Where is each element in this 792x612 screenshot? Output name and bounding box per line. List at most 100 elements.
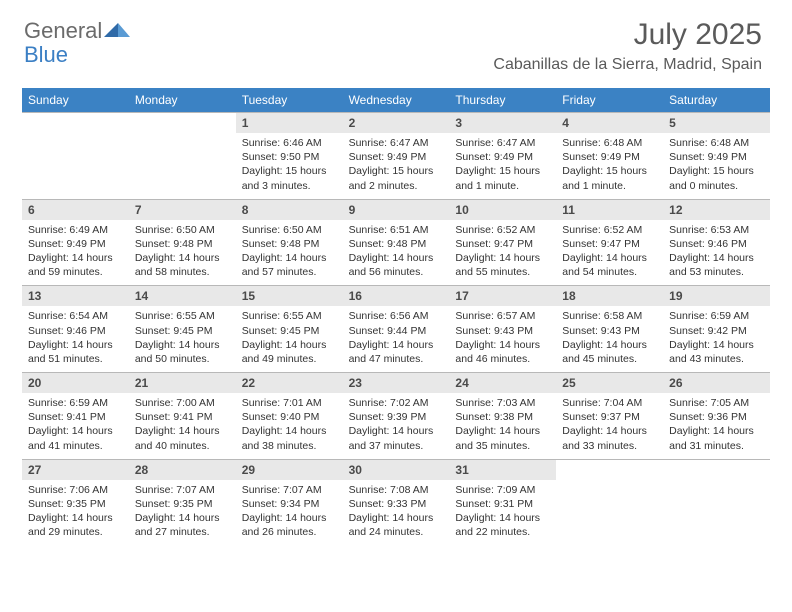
sunset-text: Sunset: 9:47 PM: [455, 237, 550, 251]
day-cell: 31Sunrise: 7:09 AMSunset: 9:31 PMDayligh…: [449, 459, 556, 546]
location: Cabanillas de la Sierra, Madrid, Spain: [493, 56, 762, 74]
daylight-text: Daylight: 14 hours and 22 minutes.: [455, 511, 550, 539]
day-number: 2: [343, 112, 450, 133]
sunset-text: Sunset: 9:49 PM: [455, 150, 550, 164]
day-body: Sunrise: 6:52 AMSunset: 9:47 PMDaylight:…: [556, 220, 663, 286]
sunset-text: Sunset: 9:43 PM: [562, 324, 657, 338]
sunrise-text: Sunrise: 6:48 AM: [562, 136, 657, 150]
day-number: 9: [343, 199, 450, 220]
day-cell: 23Sunrise: 7:02 AMSunset: 9:39 PMDayligh…: [343, 372, 450, 459]
day-cell: 4Sunrise: 6:48 AMSunset: 9:49 PMDaylight…: [556, 112, 663, 199]
sunrise-text: Sunrise: 7:03 AM: [455, 396, 550, 410]
sunrise-text: Sunrise: 6:47 AM: [455, 136, 550, 150]
day-number: [129, 112, 236, 133]
week-row: 27Sunrise: 7:06 AMSunset: 9:35 PMDayligh…: [22, 459, 770, 546]
weekday-sunday: Sunday: [22, 88, 129, 112]
day-body: Sunrise: 6:59 AMSunset: 9:41 PMDaylight:…: [22, 393, 129, 459]
sunrise-text: Sunrise: 6:59 AM: [669, 309, 764, 323]
sunrise-text: Sunrise: 6:47 AM: [349, 136, 444, 150]
sunrise-text: Sunrise: 6:52 AM: [455, 223, 550, 237]
day-cell: 28Sunrise: 7:07 AMSunset: 9:35 PMDayligh…: [129, 459, 236, 546]
day-number: 19: [663, 285, 770, 306]
day-body: Sunrise: 7:07 AMSunset: 9:35 PMDaylight:…: [129, 480, 236, 546]
sunrise-text: Sunrise: 7:00 AM: [135, 396, 230, 410]
day-number: 7: [129, 199, 236, 220]
day-number: 5: [663, 112, 770, 133]
logo: General: [24, 18, 132, 44]
day-cell: 25Sunrise: 7:04 AMSunset: 9:37 PMDayligh…: [556, 372, 663, 459]
day-number: 8: [236, 199, 343, 220]
day-body: Sunrise: 6:58 AMSunset: 9:43 PMDaylight:…: [556, 306, 663, 372]
day-cell: 15Sunrise: 6:55 AMSunset: 9:45 PMDayligh…: [236, 285, 343, 372]
day-number: 3: [449, 112, 556, 133]
day-cell: 13 Sunrise: 6:54 AMSunset: 9:46 PMDayligh…: [22, 285, 129, 372]
daylight-text: Daylight: 15 hours and 1 minute.: [562, 164, 657, 192]
sunset-text: Sunset: 9:46 PM: [28, 324, 123, 338]
day-body: Sunrise: 6:55 AMSunset: 9:45 PMDaylight:…: [129, 306, 236, 372]
day-cell: 2Sunrise: 6:47 AMSunset: 9:49 PMDaylight…: [343, 112, 450, 199]
day-cell: 7Sunrise: 6:50 AMSunset: 9:48 PMDaylight…: [129, 199, 236, 286]
sunset-text: Sunset: 9:48 PM: [242, 237, 337, 251]
sunrise-text: Sunrise: 6:59 AM: [28, 396, 123, 410]
daylight-text: Daylight: 14 hours and 57 minutes.: [242, 251, 337, 279]
sunset-text: Sunset: 9:33 PM: [349, 497, 444, 511]
day-cell: 26Sunrise: 7:05 AMSunset: 9:36 PMDayligh…: [663, 372, 770, 459]
sunset-text: Sunset: 9:39 PM: [349, 410, 444, 424]
day-body: Sunrise: 7:01 AMSunset: 9:40 PMDaylight:…: [236, 393, 343, 459]
sunset-text: Sunset: 9:49 PM: [669, 150, 764, 164]
weeks-container: 1Sunrise: 6:46 AMSunset: 9:50 PMDaylight…: [22, 112, 770, 545]
daylight-text: Daylight: 14 hours and 26 minutes.: [242, 511, 337, 539]
daylight-text: Daylight: 15 hours and 2 minutes.: [349, 164, 444, 192]
day-body: Sunrise: 6:53 AMSunset: 9:46 PMDaylight:…: [663, 220, 770, 286]
sunset-text: Sunset: 9:44 PM: [349, 324, 444, 338]
weekday-wednesday: Wednesday: [343, 88, 450, 112]
day-cell: 29Sunrise: 7:07 AMSunset: 9:34 PMDayligh…: [236, 459, 343, 546]
sunset-text: Sunset: 9:47 PM: [562, 237, 657, 251]
sunrise-text: Sunrise: 6:55 AM: [135, 309, 230, 323]
daylight-text: Daylight: 14 hours and 35 minutes.: [455, 424, 550, 452]
sunrise-text: Sunrise: 7:02 AM: [349, 396, 444, 410]
sunset-text: Sunset: 9:41 PM: [135, 410, 230, 424]
day-body: [129, 133, 236, 142]
empty-cell: [663, 459, 770, 546]
sunrise-text: Sunrise: 6:53 AM: [669, 223, 764, 237]
daylight-text: Daylight: 14 hours and 38 minutes.: [242, 424, 337, 452]
sunset-text: Sunset: 9:41 PM: [28, 410, 123, 424]
day-body: Sunrise: 6:59 AMSunset: 9:42 PMDaylight:…: [663, 306, 770, 372]
day-body: Sunrise: 6:51 AMSunset: 9:48 PMDaylight:…: [343, 220, 450, 286]
day-number: 21: [129, 372, 236, 393]
sunrise-text: Sunrise: 7:05 AM: [669, 396, 764, 410]
day-number: 17: [449, 285, 556, 306]
sunset-text: Sunset: 9:48 PM: [349, 237, 444, 251]
day-number: 26: [663, 372, 770, 393]
logo-text-general: General: [24, 18, 102, 44]
day-number: 10: [449, 199, 556, 220]
day-cell: 17Sunrise: 6:57 AMSunset: 9:43 PMDayligh…: [449, 285, 556, 372]
logo-text-blue: Blue: [24, 42, 68, 67]
daylight-text: Daylight: 14 hours and 56 minutes.: [349, 251, 444, 279]
day-cell: 21Sunrise: 7:00 AMSunset: 9:41 PMDayligh…: [129, 372, 236, 459]
daylight-text: Daylight: 14 hours and 59 minutes.: [28, 251, 123, 279]
daylight-text: Daylight: 14 hours and 51 minutes.: [28, 338, 123, 366]
day-body: Sunrise: 6:52 AMSunset: 9:47 PMDaylight:…: [449, 220, 556, 286]
calendar: Sunday Monday Tuesday Wednesday Thursday…: [22, 88, 770, 545]
day-cell: 12Sunrise: 6:53 AMSunset: 9:46 PMDayligh…: [663, 199, 770, 286]
sunset-text: Sunset: 9:49 PM: [28, 237, 123, 251]
month-title: July 2025: [493, 18, 762, 52]
day-number: 27: [22, 459, 129, 480]
weekday-monday: Monday: [129, 88, 236, 112]
day-cell: 8Sunrise: 6:50 AMSunset: 9:48 PMDaylight…: [236, 199, 343, 286]
day-number: 13: [22, 285, 129, 306]
day-number: 31: [449, 459, 556, 480]
day-body: Sunrise: 6:46 AMSunset: 9:50 PMDaylight:…: [236, 133, 343, 199]
day-number: 25: [556, 372, 663, 393]
sunset-text: Sunset: 9:38 PM: [455, 410, 550, 424]
sunrise-text: Sunrise: 6:54 AM: [28, 309, 123, 323]
sunset-text: Sunset: 9:50 PM: [242, 150, 337, 164]
daylight-text: Daylight: 14 hours and 58 minutes.: [135, 251, 230, 279]
daylight-text: Daylight: 14 hours and 54 minutes.: [562, 251, 657, 279]
sunset-text: Sunset: 9:46 PM: [669, 237, 764, 251]
sunset-text: Sunset: 9:36 PM: [669, 410, 764, 424]
day-body: Sunrise: 6:55 AMSunset: 9:45 PMDaylight:…: [236, 306, 343, 372]
day-cell: 11Sunrise: 6:52 AMSunset: 9:47 PMDayligh…: [556, 199, 663, 286]
